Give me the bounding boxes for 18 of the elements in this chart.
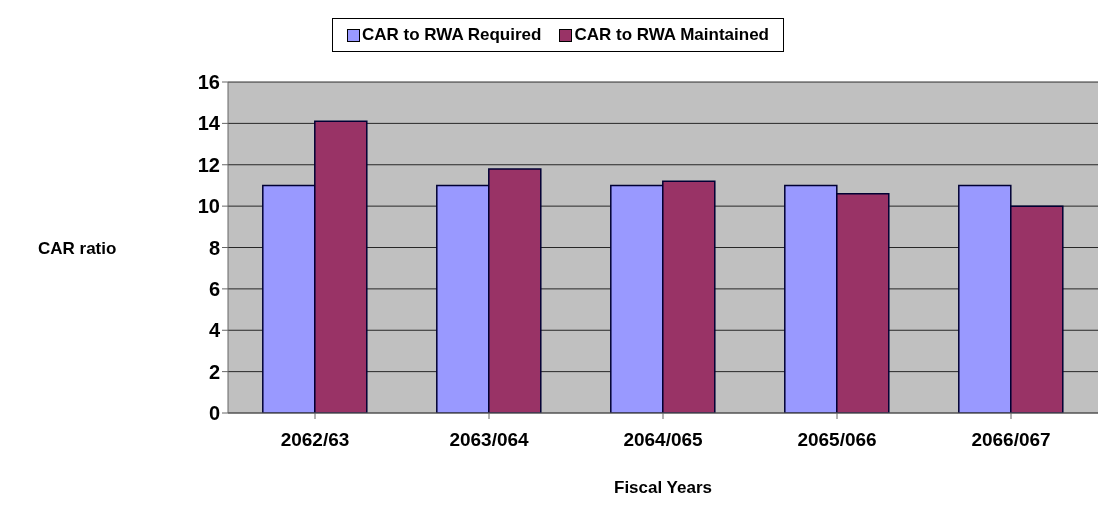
x-tick-label: 2064/065	[623, 429, 704, 451]
y-tick-label: 8	[208, 236, 220, 259]
y-tick-label: 6	[208, 277, 220, 300]
x-tick-label: 2065/066	[797, 429, 877, 451]
legend-label: CAR to RWA Required	[361, 25, 542, 45]
y-tick-label: 4	[208, 319, 221, 342]
x-tick-label: 2066/067	[971, 429, 1051, 451]
y-tick-label: 2	[208, 360, 220, 383]
x-tick-label: 2062/63	[280, 429, 350, 451]
y-tick-label: 0	[208, 402, 220, 425]
x-axis-title: Fiscal Years	[614, 478, 712, 497]
y-tick-label: 12	[197, 153, 220, 176]
y-tick-label: 16	[197, 71, 220, 94]
y-tick-label: 14	[197, 112, 221, 135]
x-tick-label: 2063/064	[449, 429, 530, 451]
legend-label: CAR to RWA Maintained	[573, 25, 769, 45]
y-axis-title: CAR ratio	[38, 238, 117, 258]
y-tick-label: 10	[197, 195, 220, 218]
